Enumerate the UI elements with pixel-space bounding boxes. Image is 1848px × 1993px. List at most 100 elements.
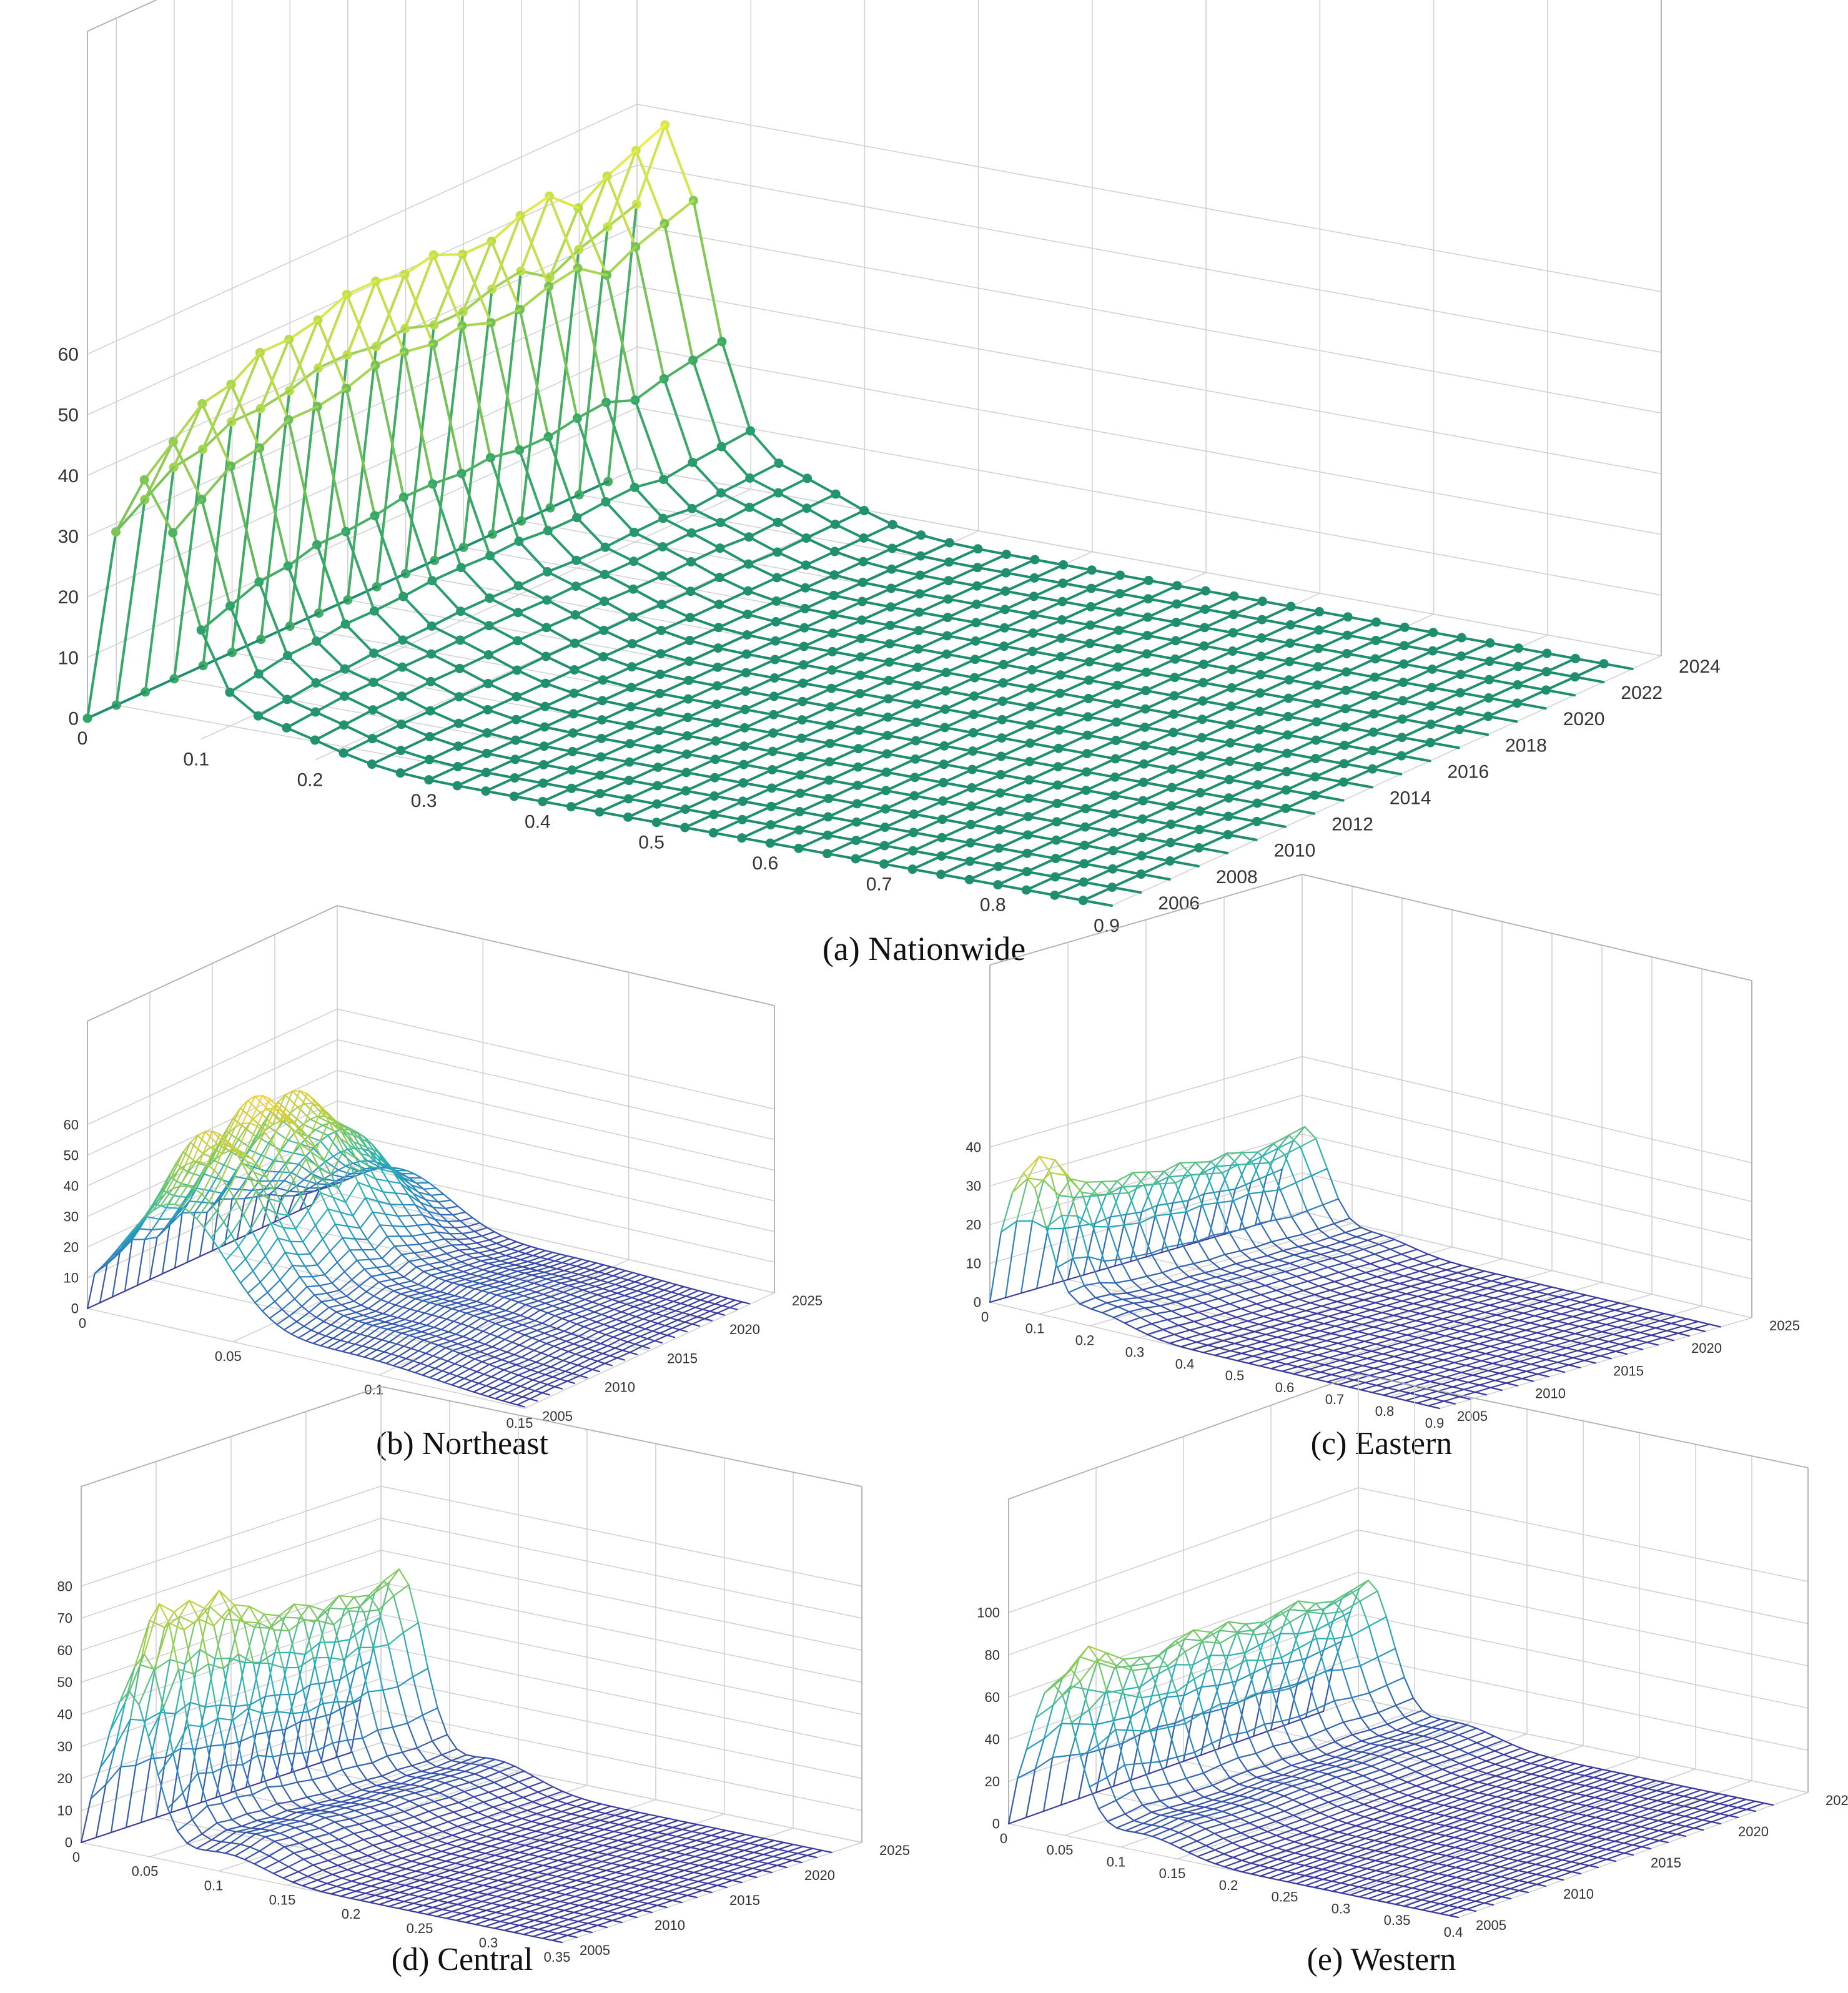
mesh-segment-y	[314, 723, 345, 742]
mesh-segment-y	[452, 1211, 467, 1216]
mesh-segment-y	[655, 1308, 670, 1315]
mesh-segment-y	[370, 1313, 384, 1318]
mesh-segment-x	[523, 1367, 532, 1371]
mesh-segment-x	[1289, 623, 1320, 631]
mesh-segment-x	[409, 1308, 418, 1312]
mesh-segment-y	[1147, 584, 1178, 600]
mesh-segment-x	[502, 1400, 511, 1404]
mesh-segment-y	[917, 598, 950, 614]
mesh-segment-y	[373, 1235, 388, 1250]
mesh-segment-y	[342, 708, 375, 726]
x-tick-label: 0.7	[866, 874, 892, 894]
mesh-segment-y	[189, 1193, 203, 1213]
mesh-segment-x	[260, 1184, 270, 1200]
mesh-segment-x	[1169, 859, 1200, 868]
mesh-segment-y	[356, 1259, 370, 1262]
mesh-segment-y	[164, 1170, 179, 1195]
mesh-segment-x	[562, 1360, 571, 1364]
mesh-segment-y	[545, 1338, 560, 1345]
mesh-segment-x	[86, 530, 117, 720]
mesh-segment-y	[1358, 1253, 1376, 1260]
mesh-segment-y	[661, 507, 694, 520]
mesh-segment-x	[1605, 1323, 1619, 1328]
mesh-segment-x	[1571, 1315, 1585, 1320]
mesh-segment-x	[1027, 815, 1058, 823]
mesh-segment-y	[328, 1303, 342, 1308]
mesh-segment-x	[576, 206, 608, 277]
mesh-segment-y	[405, 1350, 420, 1360]
data-point-marker	[964, 874, 974, 884]
mesh-segment-y	[1031, 618, 1064, 635]
mesh-segment-x	[628, 1313, 637, 1318]
mesh-segment-x	[1243, 1228, 1257, 1248]
mesh-segment-x	[515, 1364, 525, 1368]
mesh-segment-y	[465, 1308, 480, 1314]
mesh-segment-x	[1230, 1152, 1243, 1166]
mesh-segment-x	[547, 435, 578, 519]
mesh-segment-x	[658, 692, 689, 701]
mesh-segment-x	[570, 1362, 579, 1366]
mesh-segment-y	[912, 818, 944, 834]
mesh-segment-x	[573, 1343, 582, 1347]
mesh-segment-x	[1580, 1301, 1594, 1306]
mesh-segment-y	[1605, 1319, 1623, 1325]
mesh-segment-y	[575, 1283, 589, 1288]
mesh-segment-x	[442, 1193, 452, 1201]
mesh-segment-x	[599, 774, 631, 782]
mesh-segment-x	[1430, 705, 1461, 713]
mesh-segment-x	[1055, 820, 1087, 829]
mesh-segment-x	[1659, 1320, 1673, 1325]
mesh-segment-y	[504, 1270, 518, 1277]
mesh-segment-y	[267, 1108, 281, 1122]
mesh-segment-y	[1114, 744, 1146, 760]
mesh-segment-y	[442, 1268, 457, 1273]
mesh-segment-y	[595, 1345, 609, 1352]
mesh-segment-y	[769, 810, 801, 826]
mesh-segment-x	[516, 1404, 526, 1408]
mesh-segment-y	[1346, 1249, 1365, 1255]
mesh-segment-y	[1172, 718, 1204, 734]
mesh-segment-y	[515, 705, 546, 721]
mesh-segment-y	[1286, 720, 1318, 736]
mesh-segment-x	[1117, 647, 1149, 655]
mesh-segment-y	[280, 1149, 295, 1154]
mesh-segment-x	[592, 1277, 601, 1282]
mesh-segment-y	[324, 1262, 338, 1275]
mesh-segment-y	[1344, 694, 1376, 710]
mesh-segment-x	[388, 1265, 398, 1273]
mesh-segment-y	[1060, 623, 1092, 640]
mesh-segment-y	[947, 585, 979, 601]
mesh-segment-x	[940, 854, 971, 863]
mesh-segment-x	[629, 724, 660, 732]
mesh-segment-x	[1430, 686, 1462, 695]
mesh-segment-y	[487, 1389, 502, 1398]
mesh-segment-y	[206, 1198, 220, 1214]
mesh-segment-x	[445, 1252, 455, 1259]
mesh-segment-y	[518, 1337, 533, 1346]
mesh-segment-x	[1198, 828, 1230, 836]
mesh-segment-y	[316, 387, 348, 408]
mesh-segment-x	[559, 1308, 568, 1312]
mesh-segment-y	[329, 1237, 343, 1252]
mesh-segment-x	[603, 573, 635, 591]
mesh-segment-y	[383, 1271, 398, 1275]
mesh-segment-x	[356, 1354, 365, 1358]
mesh-segment-y	[1431, 636, 1463, 653]
grid-line-z-back	[1302, 1134, 1752, 1241]
mesh-segment-y	[543, 1268, 558, 1273]
mesh-segment-y	[1545, 657, 1577, 673]
mesh-segment-y	[217, 1233, 232, 1250]
mesh-segment-x	[280, 1201, 289, 1217]
mesh-segment-y	[159, 1188, 174, 1207]
mesh-segment-x	[314, 681, 346, 698]
mesh-segment-x	[1198, 809, 1230, 818]
mesh-segment-x	[601, 678, 633, 689]
mesh-segment-x	[367, 1335, 376, 1339]
mesh-segment-x	[576, 1265, 585, 1269]
mesh-segment-x	[383, 1351, 392, 1355]
mesh-segment-y	[536, 1266, 551, 1272]
mesh-segment-y	[746, 620, 778, 636]
mesh-segment-x	[314, 739, 345, 754]
mesh-segment-y	[434, 1360, 448, 1369]
mesh-segment-x	[460, 472, 492, 557]
